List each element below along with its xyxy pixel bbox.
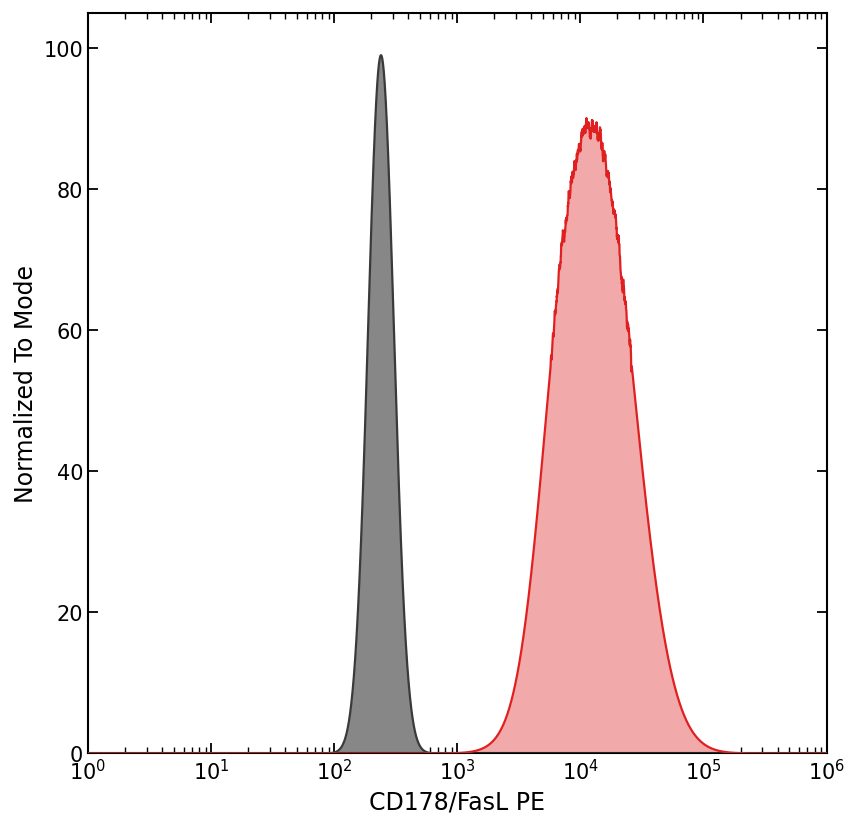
X-axis label: CD178/FasL PE: CD178/FasL PE <box>369 789 545 813</box>
Y-axis label: Normalized To Mode: Normalized To Mode <box>14 265 38 503</box>
